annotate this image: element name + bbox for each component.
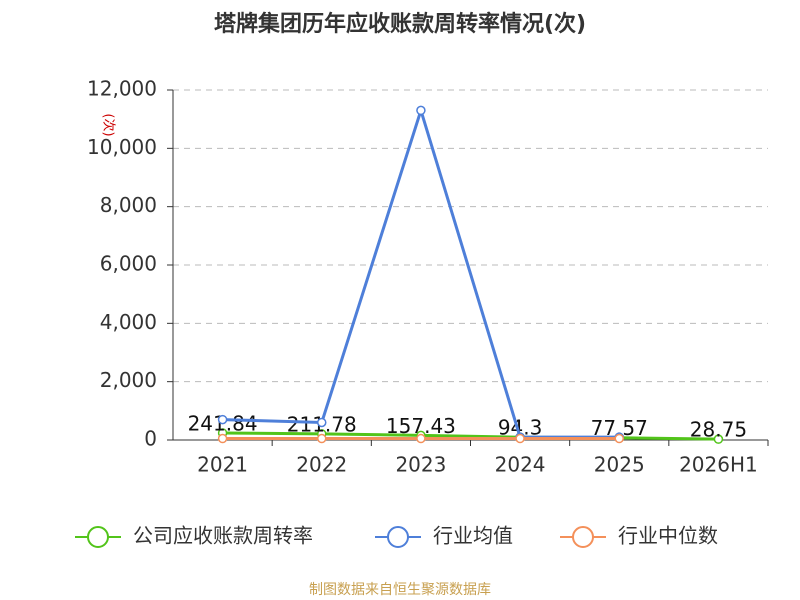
x-tick-label: 2023 [395, 453, 446, 477]
legend-label: 公司应收账款周转率 [133, 524, 313, 548]
series-line [222, 105, 620, 439]
data-point [416, 433, 426, 444]
legend-marker [87, 526, 109, 548]
y-tick-label: 8,000 [100, 193, 157, 217]
x-tick-label: 2026H1 [679, 453, 758, 477]
y-tick-label: 6,000 [100, 252, 157, 276]
y-tick-label: 0 [144, 427, 157, 451]
data-point [217, 433, 228, 444]
data-point [317, 417, 327, 428]
y-tick-label: 10,000 [87, 135, 157, 159]
legend-marker [572, 526, 594, 548]
data-point [217, 414, 228, 425]
y-tick-label: 4,000 [100, 310, 157, 334]
y-tick-label: 12,000 [87, 77, 157, 101]
data-label: 28.75 [690, 418, 747, 442]
x-tick-label: 2024 [495, 453, 546, 477]
data-point [515, 433, 525, 444]
y-axis-label: (次) [101, 113, 117, 136]
legend-marker [387, 526, 409, 548]
legend-label: 行业均值 [433, 524, 513, 548]
series-line [222, 431, 719, 441]
x-tick-label: 2025 [594, 453, 645, 477]
legend-label: 行业中位数 [618, 524, 718, 548]
y-tick-label: 2,000 [100, 368, 157, 392]
data-point [713, 434, 724, 444]
chart-title: 塔牌集团历年应收账款周转率情况(次) [214, 11, 586, 37]
data-point [614, 433, 624, 444]
data-point [317, 433, 327, 444]
data-point [416, 105, 426, 116]
x-tick-label: 2022 [296, 453, 347, 477]
x-tick-label: 2021 [197, 453, 248, 477]
source-note: 制图数据来自恒生聚源数据库 [309, 582, 491, 598]
